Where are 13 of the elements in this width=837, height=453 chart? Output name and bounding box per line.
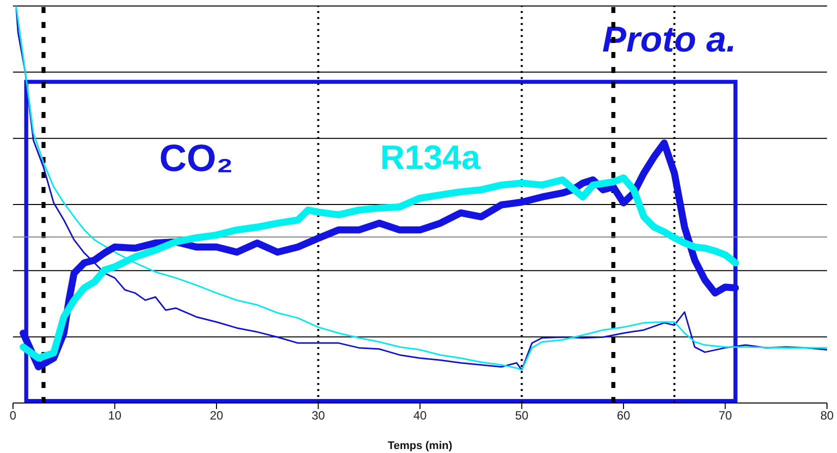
x-tick-label: 50 bbox=[515, 408, 529, 423]
series-label: CO₂ bbox=[159, 138, 234, 180]
x-tick-label: 30 bbox=[312, 408, 326, 423]
x-tick-label: 10 bbox=[108, 408, 122, 423]
x-tick-label: 40 bbox=[413, 408, 427, 423]
x-tick-label: 20 bbox=[210, 408, 224, 423]
x-tick-label: 80 bbox=[820, 408, 834, 423]
x-tick-label: 70 bbox=[718, 408, 732, 423]
x-axis-title: Temps (min) bbox=[388, 440, 453, 452]
annotation: Proto a. bbox=[602, 18, 736, 60]
series-label: R134a bbox=[380, 138, 482, 177]
x-tick-label: 0 bbox=[10, 408, 17, 423]
x-tick-label: 60 bbox=[616, 408, 630, 423]
